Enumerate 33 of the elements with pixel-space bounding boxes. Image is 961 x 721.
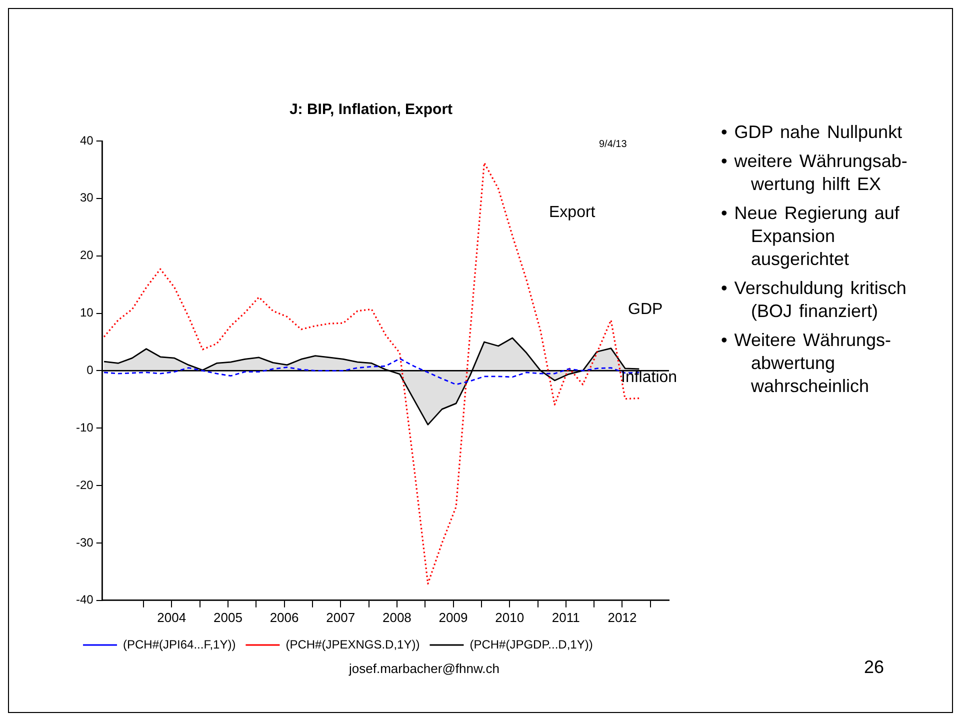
x-tick-label: 2011 (552, 610, 580, 625)
y-tick-label: 10 (80, 306, 94, 320)
text: josef.marbacher@fhnw.ch (349, 661, 500, 676)
text: 26 (864, 657, 884, 678)
annotation: Export (549, 204, 596, 222)
legend-label: (PCH#(JPEXNGS.D,1Y)) (286, 637, 420, 652)
x-tick-label: 2006 (270, 610, 299, 625)
y-tick-label: 0 (86, 363, 94, 378)
y-tick-label: 30 (80, 190, 94, 205)
annotation: GDP (628, 301, 663, 319)
legend-label: (PCH#(JPGDP...D,1Y)) (470, 637, 593, 652)
x-tick-label: 2005 (213, 610, 242, 625)
y-tick-label: -10 (76, 420, 94, 434)
x-tick-label: 2007 (326, 610, 356, 625)
annotation: Inflation (621, 369, 678, 387)
y-tick-label: -40 (76, 592, 94, 607)
text: • Verschuldung kritisch (BOJ finanziert) (721, 277, 908, 323)
x-tick-label: 2012 (608, 610, 637, 625)
x-tick-label: 2010 (495, 610, 524, 625)
text: • weitere Währungsab-wertung hilft EX (721, 150, 908, 196)
legend-label: (PCH#(JPI64...F,1Y)) (123, 637, 236, 652)
chart-title: J: BIP, Inflation, Export (289, 101, 453, 118)
x-tick-label: 2004 (157, 610, 186, 625)
annotation: 9/4/13 (599, 139, 627, 150)
x-tick-label: 2009 (438, 610, 468, 625)
y-tick-label: 20 (80, 248, 94, 262)
y-tick-label: -30 (76, 535, 94, 550)
y-tick-label: -20 (76, 478, 94, 492)
text: • Neue Regierung auf Expansion ausgerichtet (721, 202, 900, 271)
y-tick-label: 40 (80, 133, 94, 148)
text: • Weitere Währungs-abwertung wahrscheinlich (721, 329, 892, 398)
x-tick-label: 2008 (382, 610, 412, 625)
text: • GDP nahe Nullpunkt (721, 121, 904, 144)
